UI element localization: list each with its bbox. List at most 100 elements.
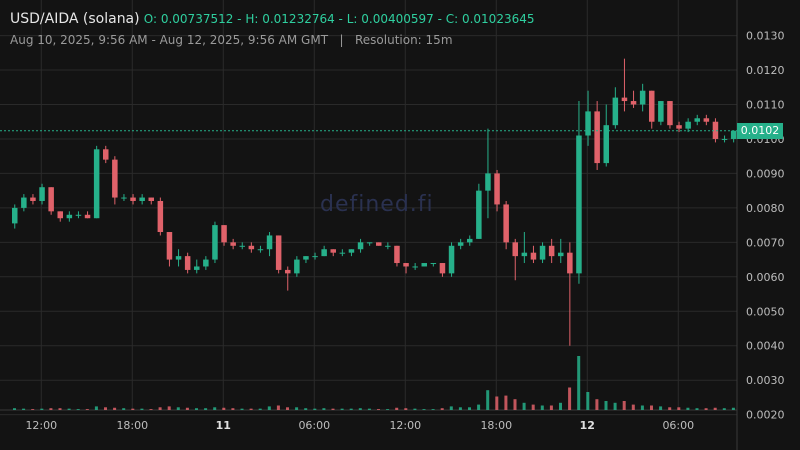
candle-body xyxy=(303,256,309,260)
price-tick-label: 0.0130 xyxy=(746,30,785,43)
volume-bar xyxy=(176,407,180,410)
chart-subheader: Aug 10, 2025, 9:56 AM - Aug 12, 2025, 9:… xyxy=(10,33,453,47)
grid-lines xyxy=(0,0,738,450)
volume-bar xyxy=(49,408,53,410)
candle-body xyxy=(539,245,546,260)
volume-bar xyxy=(713,407,717,410)
candle-body xyxy=(130,197,136,201)
date-range: Aug 10, 2025, 9:56 AM - Aug 12, 2025, 9:… xyxy=(10,33,329,47)
volume-bar xyxy=(668,407,672,410)
volume-bar xyxy=(113,407,117,410)
volume-bar xyxy=(486,390,490,410)
candle-body xyxy=(330,249,336,253)
time-tick-label: 18:00 xyxy=(480,419,512,432)
candle-body xyxy=(57,211,63,219)
price-tick-label: 0.0030 xyxy=(746,374,785,387)
resolution: Resolution: 15m xyxy=(354,33,453,47)
pair-symbol: USD/AIDA (solana) xyxy=(10,11,140,27)
candle-body xyxy=(376,242,382,246)
volume-bar xyxy=(67,408,71,410)
candle-body xyxy=(184,256,191,270)
volume-bar xyxy=(367,408,371,410)
volume-bar xyxy=(231,408,235,410)
volume-bar xyxy=(185,407,189,410)
candle-body xyxy=(157,200,164,233)
candle-body xyxy=(394,245,400,264)
candle-body xyxy=(312,256,318,258)
candle-body xyxy=(485,173,491,191)
candle-body xyxy=(230,242,236,246)
candle-body xyxy=(412,266,418,268)
candle-body xyxy=(30,197,36,201)
time-tick-label: 12:00 xyxy=(389,419,421,432)
time-axis[interactable]: 12:00 18:00 11 06:00 12:00 18:00 12 06:00 xyxy=(25,419,694,432)
candle-body xyxy=(257,249,264,251)
volume-bar xyxy=(304,408,308,410)
candle-body xyxy=(603,125,609,164)
volume-bar xyxy=(131,408,135,410)
volume-bar xyxy=(513,399,517,410)
candle-body xyxy=(112,159,118,198)
time-tick-label: 12 xyxy=(580,419,595,432)
candle-body xyxy=(457,242,464,246)
candle-body xyxy=(521,252,528,257)
volume-bar xyxy=(358,408,362,410)
price-axis[interactable]: 0.01300.01200.01100.01000.00900.00800.00… xyxy=(746,30,785,422)
volume-bar xyxy=(568,387,572,410)
candle-body xyxy=(630,101,637,105)
candle-body xyxy=(712,121,719,139)
candle-body xyxy=(494,173,500,205)
time-tick-label: 06:00 xyxy=(662,419,694,432)
volume-bar xyxy=(468,407,471,410)
ohlc-values: O: 0.00737512 - H: 0.01232764 - L: 0.004… xyxy=(143,12,535,26)
candle-body xyxy=(567,252,573,274)
candle-body xyxy=(667,101,673,126)
volume-bar xyxy=(413,408,417,410)
time-tick-label: 12:00 xyxy=(25,419,57,432)
volume-bar xyxy=(404,408,408,410)
volume-bar xyxy=(22,408,26,410)
volume-bars xyxy=(13,356,735,410)
candle-body xyxy=(639,90,646,105)
candle-body xyxy=(75,214,82,216)
volume-bar xyxy=(313,408,317,410)
candles xyxy=(12,58,737,346)
volume-bar xyxy=(504,395,508,410)
volume-bar xyxy=(431,409,435,410)
volume-bar xyxy=(58,408,62,410)
last-price-badge: 0.0102 xyxy=(737,122,783,139)
volume-bar xyxy=(240,408,244,410)
candle-body xyxy=(48,187,54,212)
time-tick-label: 06:00 xyxy=(298,419,330,432)
volume-bar xyxy=(140,408,144,410)
volume-bar xyxy=(477,404,481,410)
candle-body xyxy=(403,263,409,267)
candle-body xyxy=(148,197,154,201)
volume-bar xyxy=(204,408,208,410)
volume-bar xyxy=(322,408,326,410)
price-tick-label: 0.0090 xyxy=(746,167,785,180)
price-tick-label: 0.0110 xyxy=(746,98,785,111)
volume-bar xyxy=(94,406,98,410)
candle-body xyxy=(39,187,45,201)
candle-body xyxy=(448,245,455,274)
candle-body xyxy=(103,149,109,160)
candle-body xyxy=(476,190,482,239)
candle-body xyxy=(612,97,619,126)
chart-header: USD/AIDA (solana) O: 0.00737512 - H: 0.0… xyxy=(10,11,535,27)
volume-bar xyxy=(677,407,681,410)
volume-bar xyxy=(531,404,535,410)
candle-body xyxy=(285,269,291,274)
price-tick-label: 0.0020 xyxy=(746,409,785,422)
candle-body xyxy=(676,125,682,129)
candle-body xyxy=(212,225,218,260)
candle-body xyxy=(366,242,373,244)
volume-bar xyxy=(449,406,453,410)
volume-bar xyxy=(586,392,590,410)
volume-bar xyxy=(40,408,44,410)
volume-bar xyxy=(76,409,80,410)
volume-bar xyxy=(595,399,599,410)
volume-bar xyxy=(495,396,499,410)
